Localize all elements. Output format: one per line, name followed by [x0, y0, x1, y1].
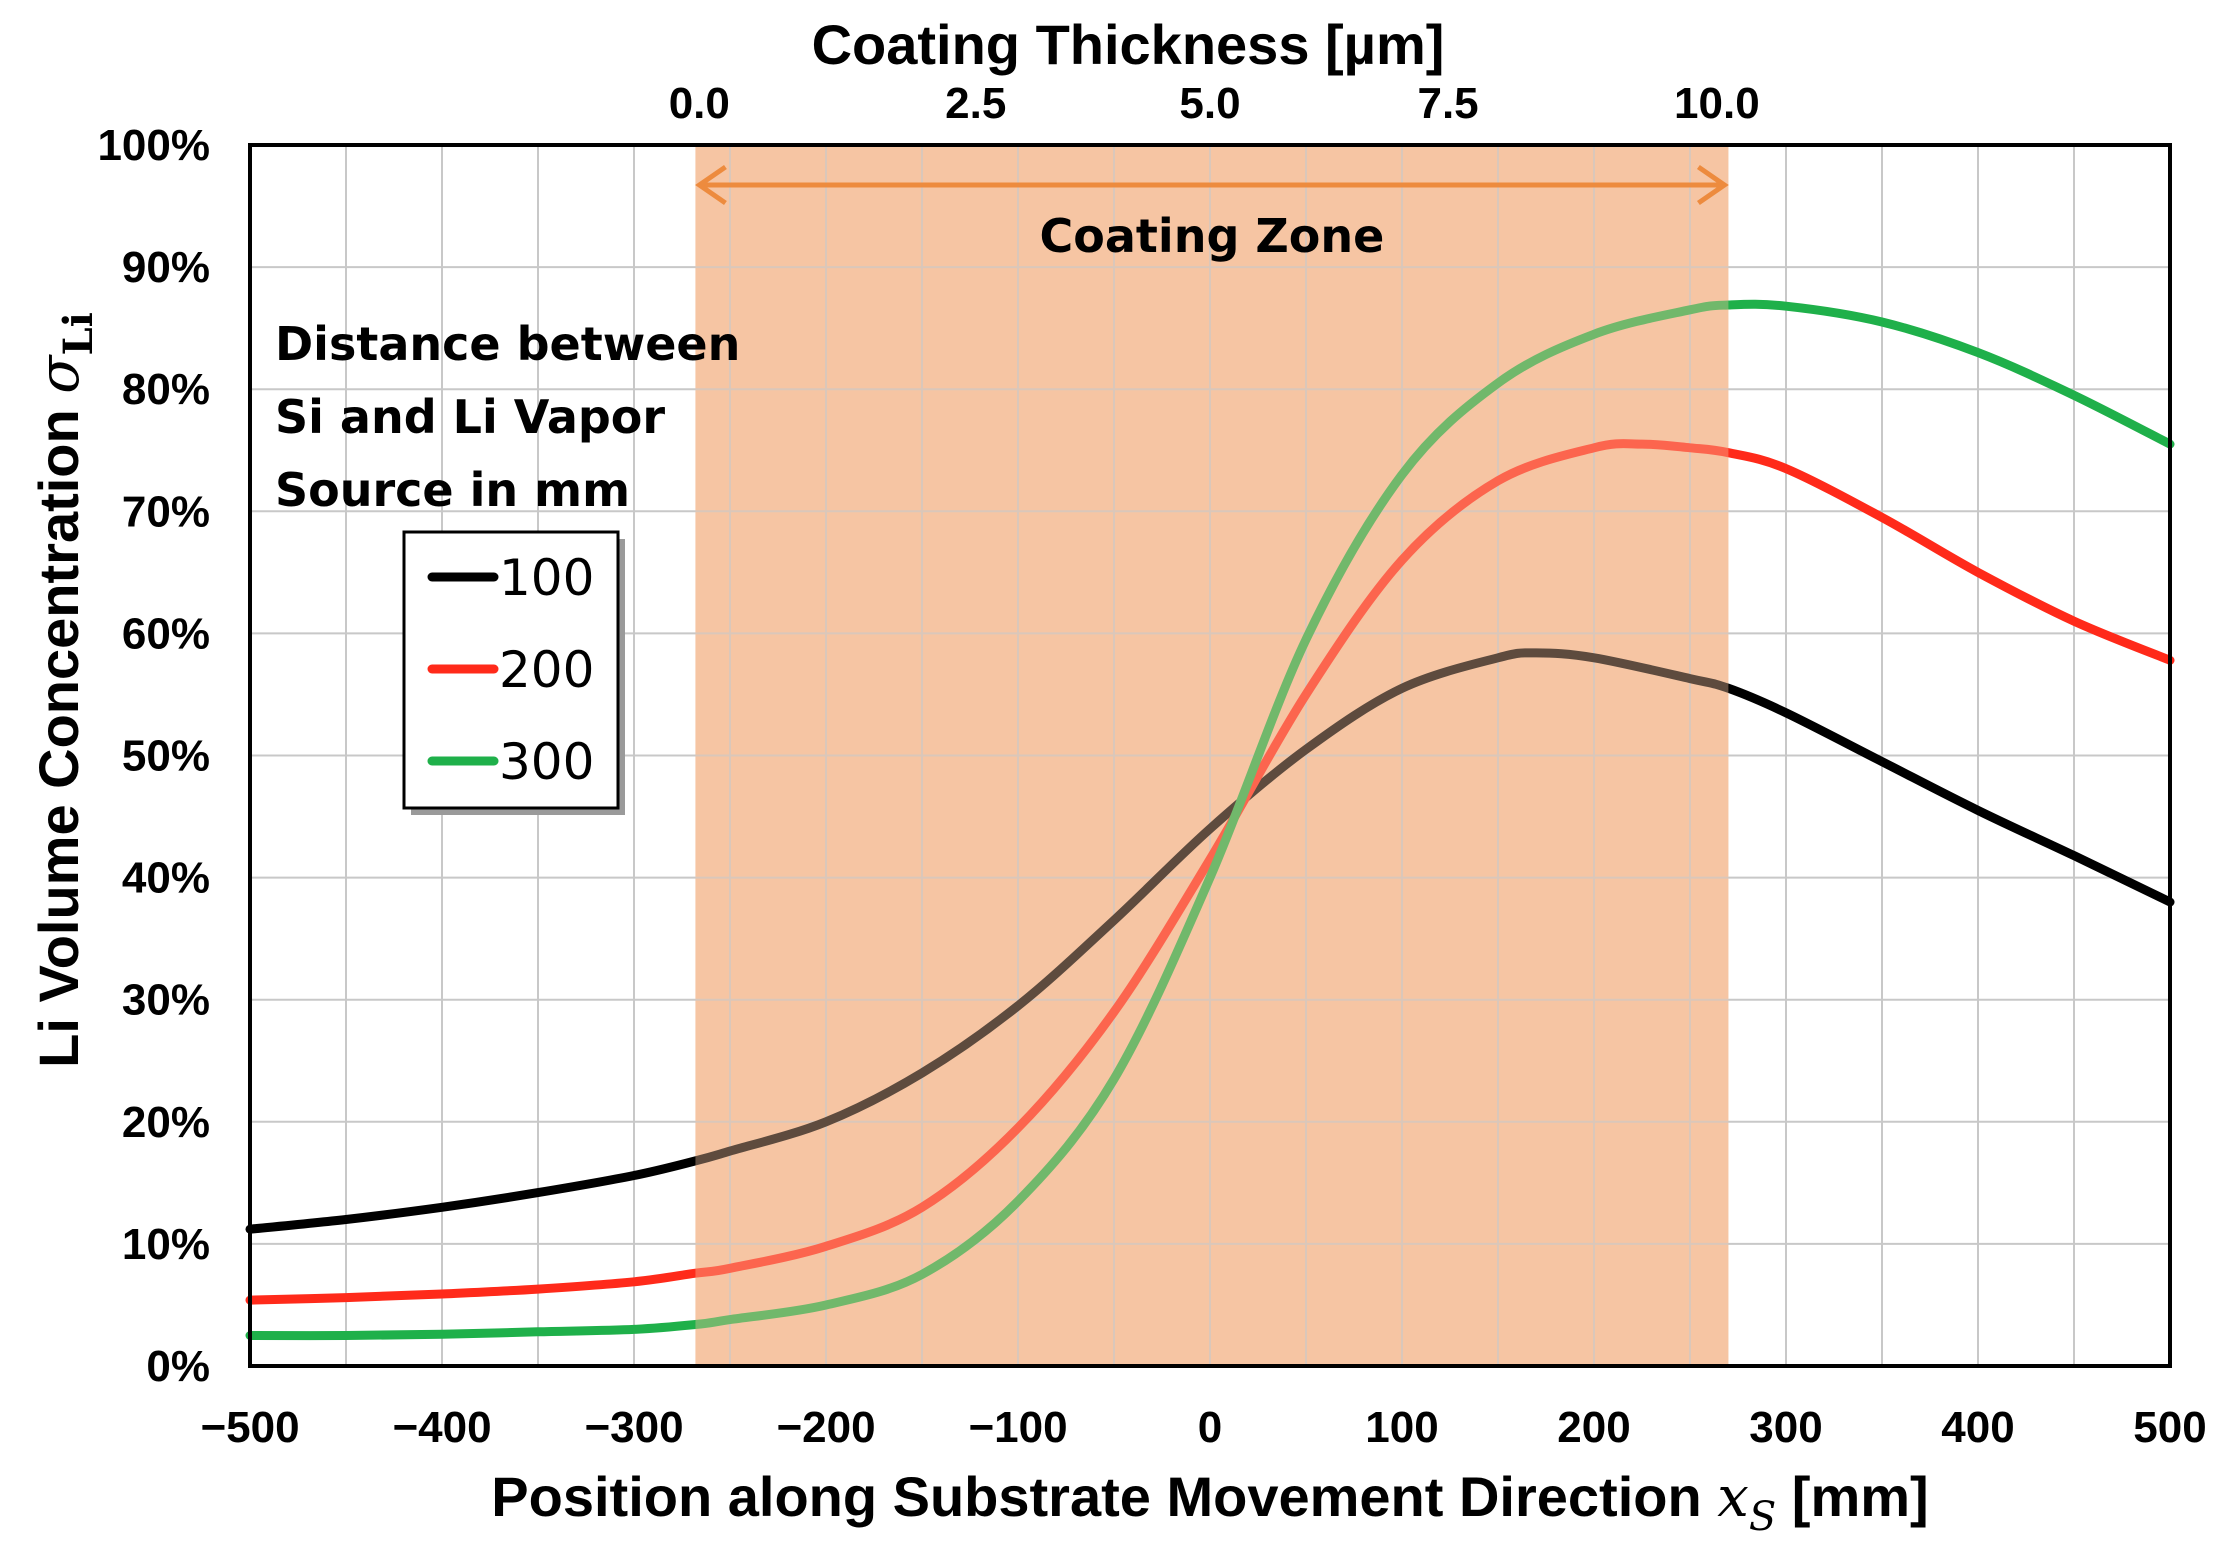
coating-zone-label: Coating Zone — [1040, 209, 1385, 263]
top-tick-label: 0.0 — [669, 79, 730, 128]
legend-label-100: 100 — [499, 549, 594, 607]
x-tick-label: −300 — [584, 1403, 683, 1452]
x-tick-label: −200 — [776, 1403, 875, 1452]
x-tick-label: −500 — [200, 1403, 299, 1452]
y-tick-label: 40% — [122, 854, 210, 903]
coating-zone-arrow — [695, 164, 1729, 206]
x-tick-label: 100 — [1365, 1403, 1438, 1452]
y-tick-label: 30% — [122, 976, 210, 1025]
y-tick-label: 10% — [122, 1220, 210, 1269]
y-tick-label: 20% — [122, 1098, 210, 1147]
arrow-head-left — [695, 164, 727, 206]
x-axis-title: Position along Substrate Movement Direct… — [491, 1465, 1928, 1540]
y-tick-labels: 0% 10% 20% 30% 40% 50% 60% 70% 80% 90% 100% — [97, 121, 210, 1391]
legend-title-line-3: Source in mm — [275, 463, 630, 517]
x-tick-label: 200 — [1557, 1403, 1630, 1452]
x-axis-title-unit: [mm] — [1776, 1465, 1928, 1528]
arrow-head-right — [1696, 164, 1729, 206]
legend-title-line-2: Si and Li Vapor — [275, 390, 665, 444]
x-axis-title-main: Position along Substrate Movement Direct… — [491, 1465, 1717, 1528]
x-tick-label: 500 — [2133, 1403, 2206, 1452]
y-tick-label: 0% — [146, 1342, 210, 1391]
y-tick-label: 80% — [122, 365, 210, 414]
y-tick-label: 50% — [122, 732, 210, 781]
top-axis-title: Coating Thickness [µm] — [812, 13, 1445, 76]
x-tick-labels: −500 −400 −300 −200 −100 0 100 200 300 400 500 — [200, 1403, 2206, 1452]
top-tick-labels: 0.0 2.5 5.0 7.5 10.0 — [669, 79, 1760, 128]
x-tick-label: −400 — [392, 1403, 491, 1452]
y-axis-title-symbol: σ — [27, 354, 92, 394]
series-line-300 — [245, 299, 2175, 1341]
x-axis-title-symbol: x — [1717, 1465, 1749, 1530]
y-tick-label: 100% — [97, 121, 210, 170]
x-tick-label: 0 — [1198, 1403, 1222, 1452]
y-axis-title-main: Li Volume Concentration — [27, 394, 90, 1068]
legend-label-200: 200 — [499, 641, 594, 699]
legend-title-line-1: Distance between — [275, 317, 740, 371]
x-tick-label: 400 — [1941, 1403, 2014, 1452]
y-tick-label: 70% — [122, 487, 210, 536]
coating-zone-overlay — [695, 145, 1729, 1366]
top-tick-label: 2.5 — [945, 79, 1006, 128]
legend-label-300: 300 — [499, 733, 594, 791]
y-axis-title: Li Volume Concentration σLi — [27, 312, 102, 1068]
top-tick-label: 5.0 — [1179, 79, 1240, 128]
top-tick-label: 7.5 — [1417, 79, 1478, 128]
y-axis-title-subscript: Li — [55, 312, 102, 355]
x-axis-title-subscript: S — [1749, 1494, 1776, 1540]
x-tick-label: −100 — [968, 1403, 1067, 1452]
series-lines — [245, 299, 2175, 1341]
y-tick-label: 60% — [122, 609, 210, 658]
plot-frame — [248, 143, 2172, 1368]
top-tick-label: 10.0 — [1674, 79, 1760, 128]
legend: 100 200 300 — [402, 530, 625, 815]
x-tick-label: 300 — [1749, 1403, 1822, 1452]
y-tick-label: 90% — [122, 243, 210, 292]
